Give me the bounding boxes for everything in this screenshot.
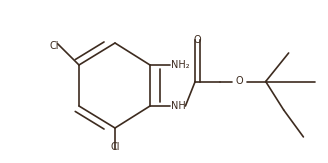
Text: NH: NH (171, 101, 185, 111)
Text: Cl: Cl (50, 41, 59, 51)
Text: O: O (236, 76, 243, 87)
Text: O: O (194, 35, 201, 45)
Text: Cl: Cl (110, 142, 120, 152)
Text: NH₂: NH₂ (171, 60, 189, 70)
